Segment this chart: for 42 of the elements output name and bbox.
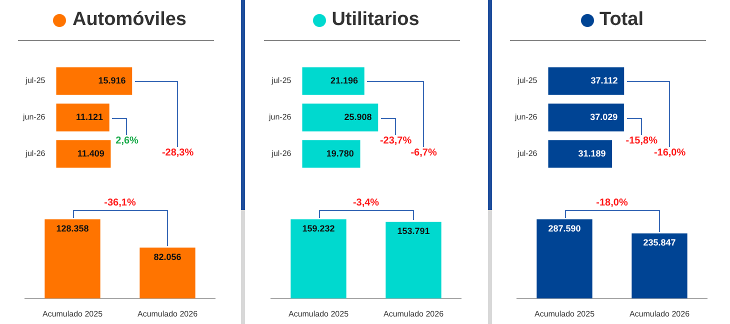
text: -6,7% xyxy=(410,148,437,159)
text: -23,7% xyxy=(380,136,412,147)
y-tick-label: jun-26 xyxy=(22,112,46,122)
data-label: 21.196 xyxy=(330,76,358,86)
y-tick-label: jul-26 xyxy=(24,149,46,158)
y-tick-label: jul-26 xyxy=(516,149,538,158)
y-tick-label: jun-26 xyxy=(268,112,292,122)
annotation: 2,6% xyxy=(116,136,139,147)
data-label: 37.029 xyxy=(590,112,618,122)
data-label: 11.121 xyxy=(76,112,104,122)
text: -28,3% xyxy=(162,148,194,159)
text: -36,1% xyxy=(104,197,136,208)
data-label: 159.232 xyxy=(302,224,335,234)
data-label: 25.908 xyxy=(344,112,372,122)
text: -16,0% xyxy=(654,148,686,159)
x-tick-label: Acumulado 2026 xyxy=(629,309,690,318)
text: -18,0% xyxy=(596,197,628,208)
chart-title: Utilitarios xyxy=(332,9,420,31)
x-tick-label: Acumulado 2026 xyxy=(137,309,198,318)
data-label: 19.780 xyxy=(326,148,354,158)
data-label: 37.112 xyxy=(590,76,618,86)
data-label: 82.056 xyxy=(154,252,182,262)
x-tick-label: Acumulado 2025 xyxy=(534,309,596,318)
data-label: 128.358 xyxy=(56,224,89,234)
y-tick-label: jun-26 xyxy=(514,112,538,122)
data-label: 31.189 xyxy=(578,148,606,158)
y-tick-label: jul-25 xyxy=(24,76,46,86)
text: -3,4% xyxy=(352,197,380,208)
x-tick-label: Acumulado 2026 xyxy=(383,309,444,318)
y-tick-label: jul-25 xyxy=(516,76,538,86)
data-label: 153.791 xyxy=(397,226,430,236)
x-tick-label: Acumulado 2025 xyxy=(288,309,350,318)
data-label: 235.847 xyxy=(643,238,676,248)
text: -15,8% xyxy=(626,136,658,147)
data-label: 287.590 xyxy=(548,224,581,234)
y-tick-label: jul-26 xyxy=(270,149,292,158)
data-label: 11.409 xyxy=(77,148,104,158)
chart-title: Total xyxy=(600,9,644,31)
x-tick-label: Acumulado 2025 xyxy=(42,309,104,318)
y-tick-label: jul-25 xyxy=(270,76,292,86)
chart-title: Automóviles xyxy=(72,9,187,31)
data-label: 15.916 xyxy=(98,76,126,86)
